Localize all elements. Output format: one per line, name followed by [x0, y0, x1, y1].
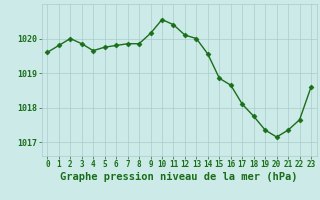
- X-axis label: Graphe pression niveau de la mer (hPa): Graphe pression niveau de la mer (hPa): [60, 172, 298, 182]
